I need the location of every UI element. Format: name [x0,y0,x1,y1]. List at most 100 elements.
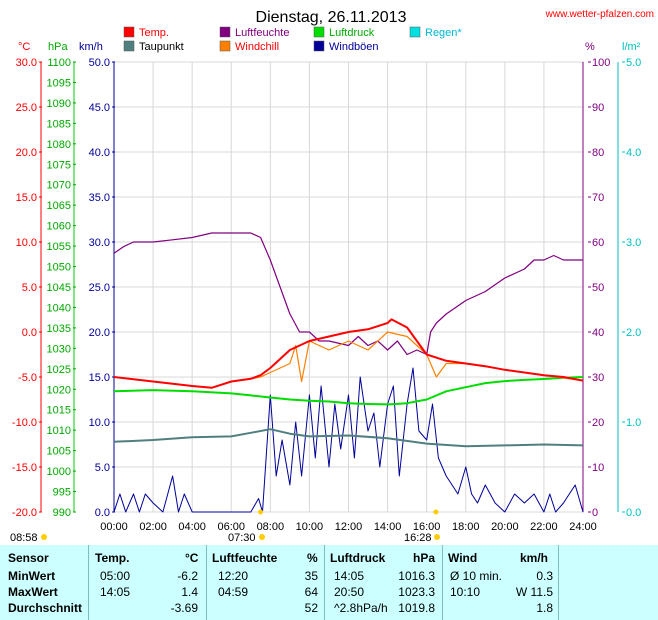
pressure-tick: 1070 [47,180,71,192]
rain-tick: 5.0 [626,57,641,69]
stats-divider [324,545,325,620]
x-tick-label: 02:00 [139,521,167,533]
legend-swatch [219,26,231,38]
x-tick-label: 14:00 [374,521,402,533]
series-luftfeuchte [113,232,583,356]
stats-divider [88,545,89,620]
stats-value: 52 [304,601,318,615]
temp-tick: 25.0 [16,102,37,114]
stats-value: 14:05 [334,569,365,583]
pressure-tick: 1065 [47,200,71,212]
humidity-tick: 40 [592,327,604,339]
pressure-tick: 1005 [47,446,71,458]
wind-axis-unit: km/h [79,41,103,53]
legend-label: Luftfeuchte [235,27,289,39]
stats-divider [558,545,559,620]
x-tick-label: 04:00 [178,521,206,533]
stats-value: 0.3 [536,569,553,583]
stats-divider [206,545,207,620]
temp-tick: -20.0 [12,507,37,519]
stats-header-wind-unit: km/h [520,551,549,565]
humidity-tick: 0 [592,507,598,519]
sunrise-marker [258,509,264,515]
pressure-tick: 1025 [47,364,71,376]
humidity-axis-unit: % [585,41,595,53]
site-url[interactable]: www.wetter-pfalzen.com [545,9,654,20]
pressure-tick: 1010 [47,425,71,437]
stats-divider [442,545,443,620]
legend-label: Regen* [425,27,462,39]
x-tick-label: 08:00 [257,521,285,533]
pressure-tick: 1080 [47,139,71,151]
temp-tick: -5.0 [18,372,37,384]
legend-label: Luftdruck [329,27,375,39]
temp-axis-unit: °C [18,41,30,53]
legend-label: Windböen [329,41,379,53]
legend-swatch [409,26,421,38]
stats-value: -3.69 [170,601,198,615]
sunrise-time: 07:30 [228,532,256,544]
wind-tick: 25.0 [89,282,110,294]
stats-value: 1.4 [181,585,198,599]
chart-title: Dienstag, 26.11.2013 [256,9,407,26]
stats-value: 05:00 [100,569,131,583]
weather-chart: Dienstag, 26.11.2013 www.wetter-pfalzen.… [10,9,654,544]
pressure-tick: 990 [53,507,71,519]
rain-tick: 1.0 [626,417,641,429]
chart-axes: 30.0 25.0 20.0 15.0 10.0 5.0 0.0 -5.0 -10.0 -15.0… [12,57,641,519]
x-tick-label: 10:00 [296,521,324,533]
stats-header-humidity-unit: % [307,551,318,565]
stats-value: 1023.3 [398,585,435,599]
x-tick-label: 18:00 [452,521,480,533]
rain-tick: 0.0 [626,507,641,519]
pressure-tick: 1085 [47,118,71,130]
legend-label: Temp. [139,27,169,39]
temp-tick: -10.0 [12,417,37,429]
legend-swatch [313,26,325,38]
pressure-tick: 1075 [47,159,71,171]
stats-header-sensor: Sensor [8,551,49,565]
stats-value: 1019.8 [398,601,435,615]
x-tick-labels: 00:00 02:00 04:00 06:00 08:00 10:00 12:00 14:00… [100,521,597,533]
pressure-tick: 1050 [47,262,71,274]
pressure-tick: 1095 [47,77,71,89]
temp-tick: 20.0 [16,147,37,159]
pressure-tick: 1100 [47,57,71,69]
pressure-tick: 1000 [47,466,71,478]
sunset-time: 16:28 [404,532,432,544]
series-luftdruck [113,376,584,406]
wind-tick: 5.0 [95,462,110,474]
rain-tick: 3.0 [626,237,641,249]
stats-value: 10:10 [450,585,481,599]
humidity-tick: 100 [592,57,610,69]
legend-label: Taupunkt [139,41,184,53]
rain-tick: 4.0 [626,147,641,159]
humidity-tick: 10 [592,462,604,474]
pressure-tick: 1045 [47,282,71,294]
humidity-tick: 50 [592,282,604,294]
legend-label: Windchill [235,41,279,53]
x-tick-label: 12:00 [335,521,363,533]
temp-tick: 0.0 [22,327,37,339]
sunrise-icon [259,534,265,540]
humidity-tick: 30 [592,372,604,384]
stats-value: 14:05 [100,585,131,599]
stats-value: -6.2 [177,569,198,583]
wind-tick: 35.0 [89,192,110,204]
stats-value: 64 [304,585,318,599]
temp-tick: 10.0 [16,237,37,249]
x-tick-label: 06:00 [217,521,245,533]
legend-swatch [313,40,325,52]
pressure-tick: 1020 [47,384,71,396]
pressure-tick: 1055 [47,241,71,253]
stats-header-wind: Wind [448,551,478,565]
temp-tick: -15.0 [12,462,37,474]
wind-tick: 10.0 [89,417,110,429]
pressure-tick: 1035 [47,323,71,335]
humidity-tick: 90 [592,102,604,114]
wind-tick: 0.0 [95,507,110,519]
sun-icon [41,534,47,540]
humidity-tick: 80 [592,147,604,159]
sunset-icon [434,534,440,540]
wind-tick: 15.0 [89,372,110,384]
